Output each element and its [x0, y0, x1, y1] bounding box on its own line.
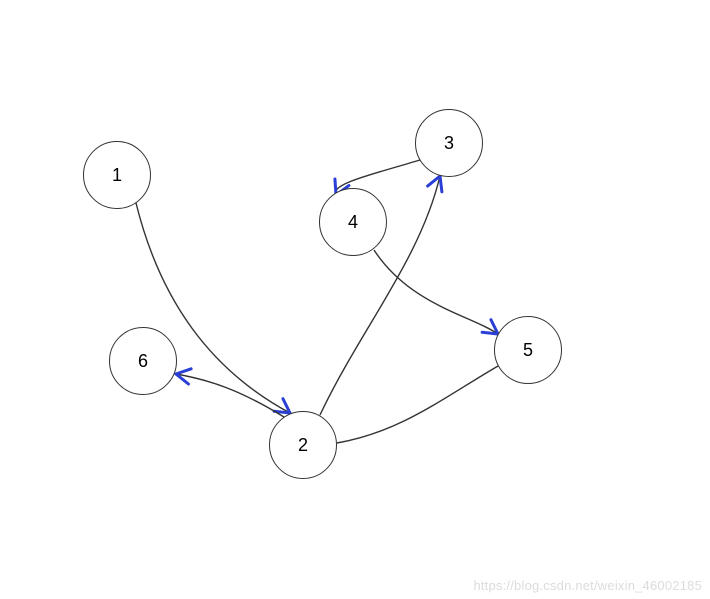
- node-label-2: 2: [298, 435, 308, 456]
- watermark-text: https://blog.csdn.net/weixin_46002185: [473, 578, 702, 593]
- node-label-1: 1: [112, 165, 122, 186]
- edge-5-2: [337, 366, 498, 443]
- node-2: 2: [269, 411, 337, 479]
- edge-layer: [0, 0, 710, 599]
- node-label-5: 5: [523, 340, 533, 361]
- arrowhead-2-6: [175, 366, 191, 384]
- node-label-6: 6: [138, 351, 148, 372]
- node-6: 6: [109, 327, 177, 395]
- edge-4-5: [374, 250, 498, 334]
- edge-2-6: [176, 374, 284, 417]
- node-3: 3: [415, 109, 483, 177]
- node-label-4: 4: [348, 212, 358, 233]
- node-5: 5: [494, 316, 562, 384]
- node-4: 4: [319, 188, 387, 256]
- node-1: 1: [83, 141, 151, 209]
- node-label-3: 3: [444, 133, 454, 154]
